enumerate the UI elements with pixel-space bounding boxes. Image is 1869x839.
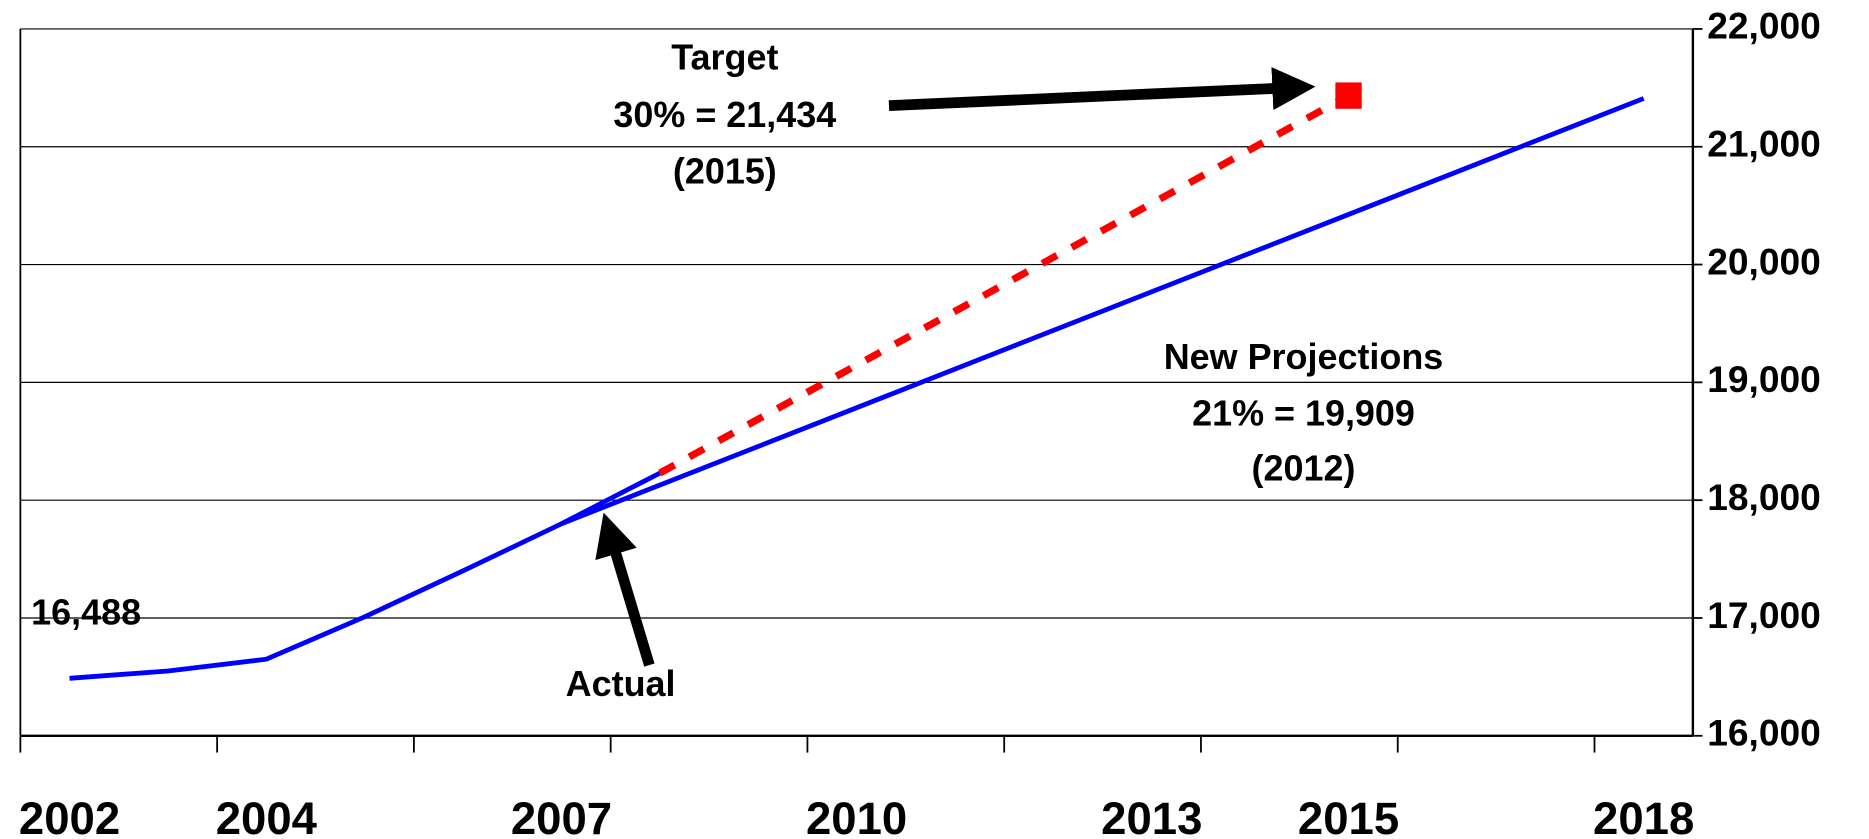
series-line [560,96,1645,526]
arrow [888,67,1316,111]
marks [69,82,1645,681]
x-tick-label: 2010 [806,793,907,839]
annotation: Actual [566,663,676,704]
point-marker [1335,82,1362,109]
annotation: (2012) [1252,448,1356,489]
x-tick-label: 2013 [1101,793,1202,839]
x-tick-label: 2015 [1298,793,1399,839]
grid [19,28,1703,753]
annotation: Target [671,37,778,78]
series-line [69,470,661,681]
annotation: 21% = 19,909 [1192,392,1415,433]
y-tick-label: 19,000 [1707,358,1821,400]
y-tick-label: 21,000 [1707,123,1821,165]
x-tick-label: 2004 [216,793,318,839]
y-tick-label: 16,000 [1707,712,1821,754]
annotation: New Projections [1164,336,1444,377]
x-tick-label: 2002 [19,793,120,839]
arrow [595,512,655,667]
y-tick-label: 18,000 [1707,476,1821,518]
y-tick-label: 22,000 [1707,5,1821,47]
annotation: 30% = 21,434 [613,94,836,135]
annotation: (2015) [673,150,777,191]
annotation: 16,488 [31,591,141,632]
x-tick-label: 2007 [511,793,612,839]
y-tick-label: 17,000 [1707,594,1821,636]
y-tick-label: 20,000 [1707,240,1821,282]
x-tick-label: 2018 [1593,793,1694,839]
